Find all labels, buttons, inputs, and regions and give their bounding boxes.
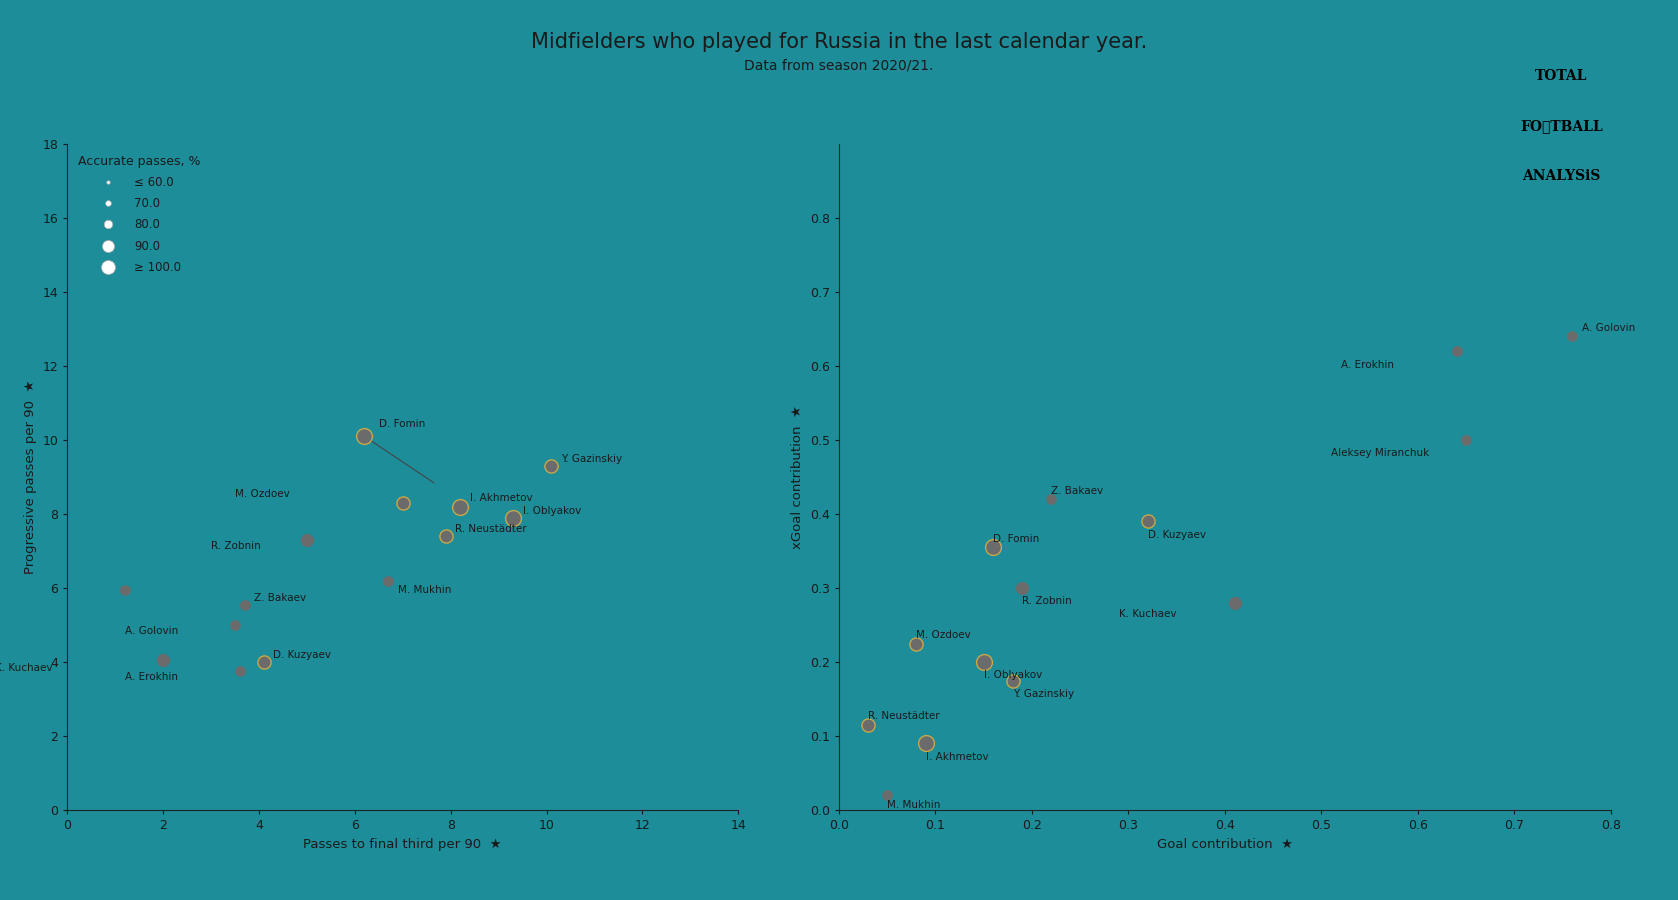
- Point: [227, 664, 253, 679]
- Text: R. Zobnin: R. Zobnin: [211, 541, 260, 551]
- Point: [250, 655, 277, 670]
- Text: R. Neustädter: R. Neustädter: [455, 525, 527, 535]
- Point: [980, 540, 1007, 554]
- Point: [149, 653, 176, 668]
- Text: I. Akhmetov: I. Akhmetov: [470, 493, 532, 503]
- Text: FO⚿TBALL: FO⚿TBALL: [1520, 119, 1602, 133]
- Text: TOTAL: TOTAL: [1535, 68, 1587, 83]
- Text: M. Mukhin: M. Mukhin: [398, 585, 451, 596]
- Point: [1037, 492, 1064, 507]
- Text: A. Golovin: A. Golovin: [124, 626, 178, 636]
- Text: D. Kuzyaev: D. Kuzyaev: [274, 650, 331, 661]
- X-axis label: Passes to final third per 90  ★: Passes to final third per 90 ★: [304, 838, 502, 850]
- Point: [874, 788, 901, 803]
- Text: I. Oblyakov: I. Oblyakov: [522, 506, 581, 516]
- Point: [374, 573, 401, 588]
- Text: I. Oblyakov: I. Oblyakov: [983, 670, 1042, 680]
- Text: Z. Bakaev: Z. Bakaev: [1050, 485, 1104, 496]
- Text: Midfielders who played for Russia in the last calendar year.: Midfielders who played for Russia in the…: [530, 32, 1148, 51]
- Point: [389, 496, 416, 510]
- Point: [111, 582, 138, 597]
- Text: Y. Gazinskiy: Y. Gazinskiy: [1012, 689, 1074, 699]
- Text: K. Kuchaev: K. Kuchaev: [1119, 609, 1176, 619]
- Point: [854, 717, 881, 732]
- Y-axis label: Progressive passes per 90  ★: Progressive passes per 90 ★: [23, 380, 37, 574]
- Text: ANALYSiS: ANALYSiS: [1522, 169, 1601, 184]
- Text: R. Zobnin: R. Zobnin: [1022, 597, 1072, 607]
- Text: I. Akhmetov: I. Akhmetov: [926, 752, 988, 762]
- Point: [232, 598, 258, 612]
- Text: A. Erokhin: A. Erokhin: [1341, 360, 1394, 370]
- Point: [221, 617, 248, 632]
- Legend: ≤ 60.0, 70.0, 80.0, 90.0, ≥ 100.0: ≤ 60.0, 70.0, 80.0, 90.0, ≥ 100.0: [74, 150, 205, 279]
- Text: D. Fomin: D. Fomin: [379, 418, 425, 429]
- Point: [1559, 329, 1586, 344]
- Point: [446, 500, 473, 514]
- Text: M. Ozdoev: M. Ozdoev: [916, 630, 972, 640]
- Point: [1443, 344, 1470, 358]
- Point: [1008, 580, 1035, 595]
- Point: [539, 459, 565, 473]
- Point: [433, 529, 460, 544]
- Point: [1134, 514, 1161, 528]
- X-axis label: Goal contribution  ★: Goal contribution ★: [1156, 838, 1294, 850]
- Text: Y. Gazinskiy: Y. Gazinskiy: [560, 454, 623, 464]
- Text: D. Fomin: D. Fomin: [993, 534, 1040, 544]
- Point: [970, 655, 997, 670]
- Point: [903, 636, 930, 651]
- Point: [500, 510, 527, 525]
- Text: Z. Bakaev: Z. Bakaev: [253, 593, 305, 603]
- Point: [1453, 433, 1480, 447]
- Text: Data from season 2020/21.: Data from season 2020/21.: [745, 58, 933, 73]
- Text: D. Kuzyaev: D. Kuzyaev: [1148, 530, 1206, 540]
- Text: Aleksey Miranchuk: Aleksey Miranchuk: [1331, 448, 1430, 458]
- Point: [294, 533, 320, 547]
- Text: M. Ozdoev: M. Ozdoev: [235, 490, 290, 500]
- Point: [998, 673, 1025, 688]
- Point: [913, 736, 940, 751]
- Text: K. Kuchaev: K. Kuchaev: [0, 663, 52, 673]
- Point: [1222, 596, 1248, 610]
- Point: [351, 429, 378, 444]
- Text: M. Mukhin: M. Mukhin: [888, 800, 941, 810]
- Text: A. Golovin: A. Golovin: [1582, 323, 1634, 333]
- Text: A. Erokhin: A. Erokhin: [124, 672, 178, 682]
- Text: R. Neustädter: R. Neustädter: [868, 711, 940, 721]
- Y-axis label: xGoal contribution  ★: xGoal contribution ★: [792, 405, 804, 549]
